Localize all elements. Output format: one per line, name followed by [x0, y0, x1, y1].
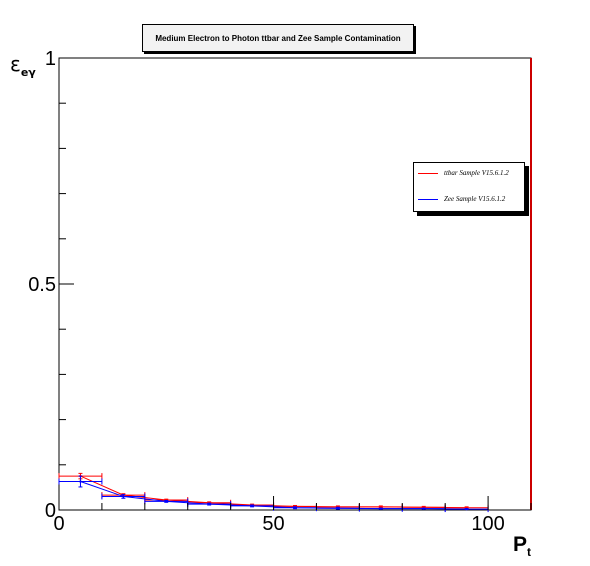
data-point — [293, 506, 297, 509]
data-point — [465, 507, 468, 511]
legend-item-zee: Zee Sample V15.6.1.2 — [418, 193, 505, 205]
y-axis-label-main: ε — [10, 52, 21, 76]
data-point — [122, 495, 125, 498]
y-axis-label: εeγ — [10, 52, 36, 79]
legend-swatch-zee — [418, 198, 438, 200]
chart-legend: ttbar Sample V15.6.1.2 Zee Sample V15.6.… — [413, 162, 525, 212]
y-axis-label-sub: eγ — [20, 66, 36, 79]
data-point — [79, 480, 82, 483]
x-tick-label: 50 — [262, 513, 284, 535]
y-tick-label: 0.5 — [28, 274, 56, 296]
data-point — [250, 504, 254, 508]
legend-swatch-ttbar — [418, 172, 438, 174]
data-point — [422, 507, 425, 510]
data-point — [336, 506, 340, 510]
x-axis-label-sub: t — [527, 545, 532, 560]
data-point — [379, 507, 383, 510]
x-axis-label-main: P — [513, 533, 528, 556]
data-point — [165, 500, 168, 503]
x-tick-label: 0 — [53, 513, 64, 535]
plot-frame — [58, 57, 532, 511]
x-tick-label: 100 — [471, 513, 504, 535]
y-tick-label: 1 — [45, 48, 56, 70]
data-point — [207, 502, 211, 506]
data-point — [379, 505, 383, 509]
legend-label-zee: Zee Sample V15.6.1.2 — [444, 195, 506, 203]
legend-label-ttbar: ttbar Sample V15.6.1.2 — [444, 169, 509, 177]
x-axis-label: Pt — [513, 533, 531, 559]
y-tick-label: 0 — [45, 500, 56, 522]
chart-title: Medium Electron to Photon ttbar and Zee … — [142, 24, 414, 52]
legend-item-ttbar: ttbar Sample V15.6.1.2 — [418, 167, 509, 179]
